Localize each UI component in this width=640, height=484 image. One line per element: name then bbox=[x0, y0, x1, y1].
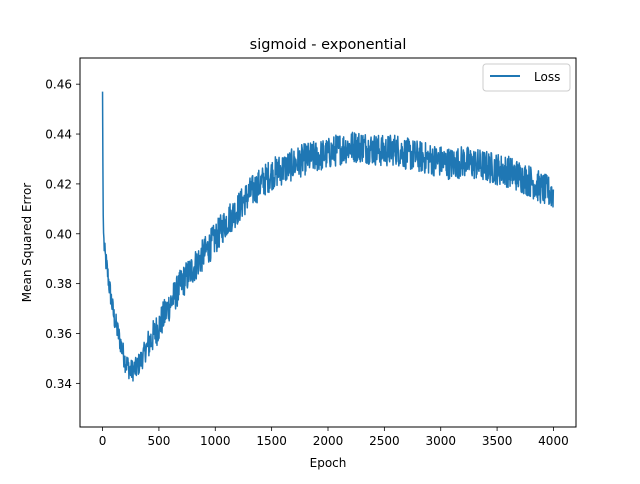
x-tick-label: 0 bbox=[99, 434, 107, 448]
series-line-loss bbox=[101, 91, 555, 382]
y-tick-label: 0.44 bbox=[45, 128, 72, 142]
legend-box bbox=[482, 63, 571, 92]
x-tick-label: 1500 bbox=[256, 434, 287, 448]
x-tick-label: 4000 bbox=[538, 434, 569, 448]
x-axis: 0 500 1000 1500 2000 2500 3000 3500 4000 bbox=[99, 427, 569, 448]
y-tick-label: 0.42 bbox=[45, 177, 72, 191]
y-tick-label: 0.38 bbox=[45, 277, 72, 291]
y-tick-label: 0.34 bbox=[45, 377, 72, 391]
y-axis: 0.34 0.36 0.38 0.40 0.42 0.44 0.46 bbox=[45, 78, 80, 391]
x-tick-label: 500 bbox=[147, 434, 170, 448]
x-tick-label: 3000 bbox=[425, 434, 456, 448]
y-axis-label: Mean Squared Error bbox=[20, 183, 34, 303]
legend: Loss bbox=[482, 63, 571, 92]
x-axis-label: Epoch bbox=[310, 456, 347, 470]
y-tick-label: 0.46 bbox=[45, 78, 72, 92]
y-tick-label: 0.36 bbox=[45, 327, 72, 341]
x-tick-label: 2500 bbox=[369, 434, 400, 448]
legend-label-loss: Loss bbox=[534, 70, 560, 84]
x-tick-label: 3500 bbox=[482, 434, 513, 448]
y-tick-label: 0.40 bbox=[45, 227, 72, 241]
series-layer bbox=[101, 91, 555, 382]
x-tick-label: 1000 bbox=[200, 434, 231, 448]
chart-title: sigmoid - exponential bbox=[250, 37, 407, 53]
x-tick-label: 2000 bbox=[313, 434, 344, 448]
